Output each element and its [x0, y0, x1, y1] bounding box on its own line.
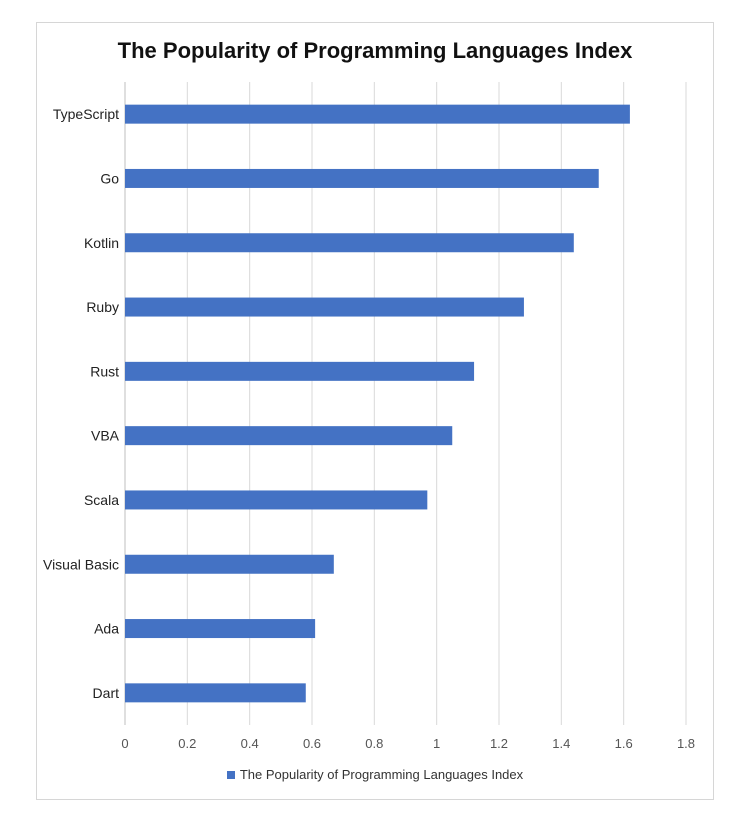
category-label: Ruby	[86, 299, 119, 315]
x-tick-label: 1.8	[677, 736, 695, 751]
bar	[125, 233, 574, 253]
category-label: TypeScript	[53, 106, 119, 122]
bar	[125, 168, 599, 188]
category-label: Visual Basic	[43, 556, 119, 572]
x-tick-label: 0.6	[303, 736, 321, 751]
category-label: Ada	[94, 621, 119, 637]
legend-label: The Popularity of Programming Languages …	[239, 767, 524, 782]
x-tick-label: 0.2	[178, 736, 196, 751]
category-label: VBA	[91, 428, 120, 444]
chart-frame	[36, 22, 714, 800]
category-label: Scala	[84, 492, 119, 508]
bar	[125, 619, 316, 639]
chart-title: The Popularity of Programming Languages …	[117, 38, 633, 63]
category-label: Dart	[93, 685, 120, 701]
x-tick-label: 1.6	[615, 736, 633, 751]
x-tick-label: 0.8	[365, 736, 383, 751]
bar	[125, 490, 428, 510]
legend: The Popularity of Programming Languages …	[0, 767, 750, 782]
bar	[125, 361, 475, 381]
x-tick-label: 1	[433, 736, 440, 751]
bar	[125, 426, 453, 446]
x-tick-label: 0	[121, 736, 128, 751]
x-tick-label: 1.2	[490, 736, 508, 751]
x-tick-label: 0.4	[241, 736, 259, 751]
bar	[125, 554, 334, 574]
x-tick-label: 1.4	[552, 736, 570, 751]
legend-swatch	[226, 770, 235, 779]
bar	[125, 104, 630, 124]
category-label: Rust	[90, 363, 119, 379]
category-label: Kotlin	[84, 235, 119, 251]
category-label: Go	[100, 170, 119, 186]
bar	[125, 683, 306, 703]
bar	[125, 297, 524, 317]
